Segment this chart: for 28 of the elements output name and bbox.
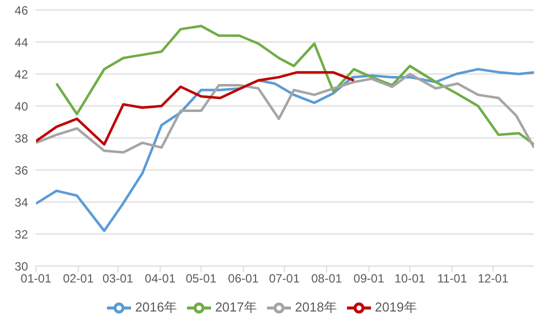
line-series — [55, 24, 534, 146]
y-tick-label: 42 — [14, 67, 28, 82]
y-tick-label: 34 — [14, 195, 28, 210]
x-tick-label: 05-01 — [186, 272, 217, 286]
x-tick-label: 03-01 — [102, 272, 134, 286]
x-tick-label: 01-01 — [20, 272, 52, 286]
y-tick-label: 32 — [14, 227, 28, 242]
x-tick-label: 08-01 — [311, 272, 342, 286]
y-tick-label: 40 — [14, 99, 28, 114]
legend-label: 2018年 — [295, 299, 337, 314]
legend-label: 2016年 — [135, 299, 178, 314]
x-tick-label: 12-01 — [478, 272, 509, 286]
x-tick-label: 06-01 — [228, 272, 260, 286]
x-tick-label: 02-01 — [62, 272, 94, 286]
y-tick-label: 30 — [14, 259, 28, 274]
x-tick-label: 11-01 — [437, 272, 468, 286]
y-tick-label: 36 — [14, 163, 28, 178]
legend-label: 2019年 — [374, 299, 417, 314]
y-tick-label: 44 — [14, 35, 28, 50]
y-tick-label: 46 — [14, 3, 28, 18]
x-tick-label: 07-01 — [268, 272, 300, 286]
x-tick-label: 10-01 — [394, 272, 426, 286]
line-series — [36, 71, 356, 146]
legend-label: 2017年 — [215, 299, 257, 314]
x-tick-label: 04-01 — [144, 272, 176, 286]
y-tick-label: 38 — [14, 131, 28, 146]
line-series — [36, 72, 534, 154]
x-tick-label: 09-01 — [354, 272, 385, 286]
